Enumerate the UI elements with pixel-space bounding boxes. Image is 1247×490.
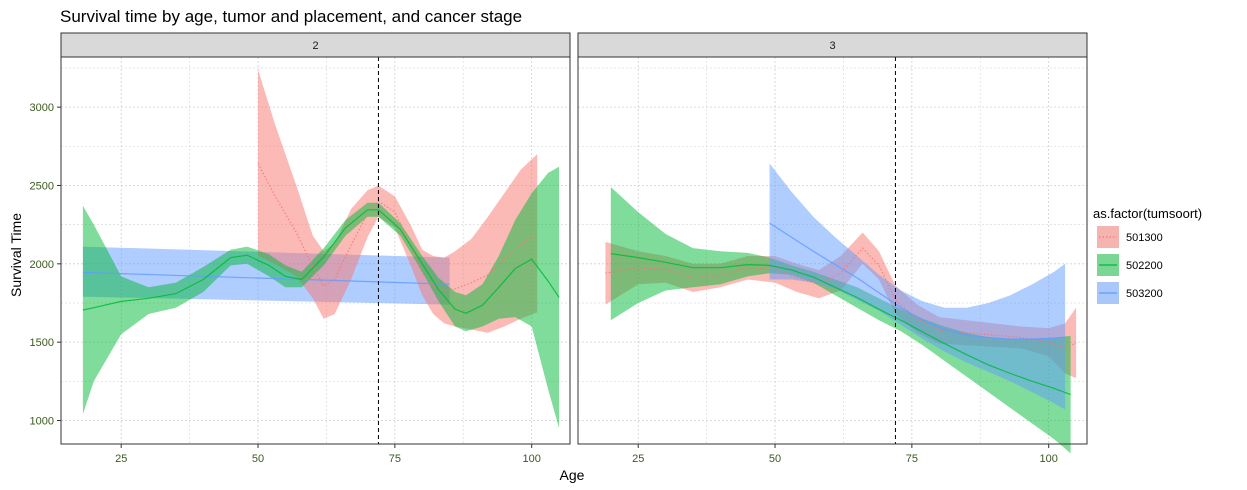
x-tick-label: 75 — [389, 453, 401, 465]
legend-label: 503200 — [1126, 288, 1163, 300]
x-tick-label: 25 — [115, 453, 127, 465]
ribbon-502200 — [610, 187, 1071, 454]
legend-title: as.factor(tumsoort) — [1093, 206, 1202, 221]
legend-label: 501300 — [1126, 232, 1163, 244]
chart-title: Survival time by age, tumor and placemen… — [60, 7, 522, 26]
strip-background — [60, 32, 571, 58]
y-axis-title: Survival Time — [8, 213, 24, 297]
x-tick-label: 25 — [632, 453, 644, 465]
legend-item-502200: 502200 — [1097, 254, 1163, 276]
fit-line-503200 — [769, 222, 1066, 340]
y-tick-label: 1000 — [30, 415, 54, 427]
strip-background — [577, 32, 1088, 58]
legend-label: 502200 — [1126, 260, 1163, 272]
x-tick-label: 100 — [523, 453, 541, 465]
x-tick-label: 100 — [1040, 453, 1058, 465]
fit-line-503200 — [82, 271, 450, 285]
strip-label: 3 — [829, 40, 835, 52]
y-tick-label: 1500 — [30, 337, 54, 349]
legend-items: 501300 502200 503200 — [1097, 226, 1163, 304]
panel-3: 3 25 50 75 100 — [577, 32, 1088, 465]
x-tick-label: 50 — [769, 453, 781, 465]
fit-line-501300 — [257, 163, 538, 292]
strip-label: 2 — [312, 40, 318, 52]
legend-item-501300: 501300 — [1097, 226, 1163, 248]
fit-line-502200 — [82, 209, 560, 314]
panel-2: 2 25 50 75 100 1000 1500 2000 2500 3000 — [30, 32, 571, 465]
y-tick-label: 2500 — [30, 180, 54, 192]
ribbon-503200 — [769, 163, 1066, 410]
legend-key-501300 — [1097, 226, 1119, 248]
panels-layer: 2 25 50 75 100 1000 1500 2000 2500 3000 3 25 50 75 100 — [30, 32, 1088, 465]
legend-item-503200: 503200 — [1097, 282, 1163, 304]
x-tick-label: 50 — [252, 453, 264, 465]
y-tick-label: 2000 — [30, 259, 54, 271]
fit-line-501300 — [605, 247, 1077, 350]
fit-line-502200 — [610, 253, 1071, 396]
ribbon-501300 — [258, 69, 538, 333]
legend: as.factor(tumsoort) 501300 502200 503200 — [1093, 206, 1202, 304]
x-axis-title: Age — [560, 467, 585, 483]
y-tick-label: 3000 — [30, 102, 54, 114]
ribbon-502200 — [82, 166, 560, 429]
x-tick-label: 75 — [906, 453, 918, 465]
